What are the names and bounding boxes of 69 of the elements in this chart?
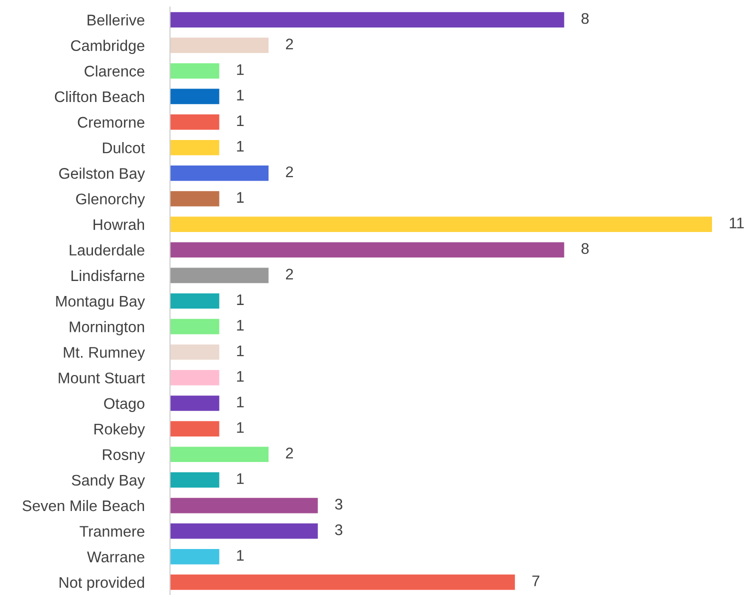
y-tick-label: Lindisfarne xyxy=(72,270,144,282)
bar xyxy=(170,370,220,386)
data-label: 1 xyxy=(237,396,244,408)
bar xyxy=(170,88,220,104)
data-label: 3 xyxy=(335,524,342,536)
y-tick-label: Warrane xyxy=(87,552,144,562)
y-tick-label: Lauderdale xyxy=(70,244,144,256)
data-label: 1 xyxy=(237,115,244,126)
bar xyxy=(170,114,220,130)
y-tick-label: Rosny xyxy=(102,449,145,464)
data-label: 8 xyxy=(582,243,589,254)
y-tick-label: Seven Mile Beach xyxy=(22,500,144,512)
bar xyxy=(170,318,220,334)
data-label: 1 xyxy=(237,90,244,100)
y-tick-label: Howrah xyxy=(94,218,144,230)
bar xyxy=(170,472,220,488)
data-label: 11 xyxy=(730,218,744,228)
bar xyxy=(170,344,220,360)
data-label: 1 xyxy=(237,371,244,382)
data-label: 1 xyxy=(237,346,244,356)
data-label: 1 xyxy=(237,64,244,75)
bar xyxy=(170,548,220,564)
bar xyxy=(170,498,318,514)
bar xyxy=(170,140,220,156)
bar xyxy=(170,242,564,258)
bar xyxy=(170,191,220,206)
y-tick-label: Montagu Bay xyxy=(56,296,145,310)
y-tick-label: Mornington xyxy=(70,321,144,336)
data-label: 7 xyxy=(532,576,540,586)
data-label: 2 xyxy=(286,166,293,178)
data-label: 2 xyxy=(286,268,293,280)
bar xyxy=(170,38,269,54)
y-tick-label: Clifton Beach xyxy=(54,90,144,102)
data-label: 1 xyxy=(237,422,244,433)
y-tick-label: Bellerive xyxy=(88,14,144,26)
data-label: 1 xyxy=(237,550,244,561)
y-tick-label: Not provided xyxy=(60,576,144,591)
bar xyxy=(170,166,269,181)
bar xyxy=(170,63,220,79)
data-label: 2 xyxy=(286,448,293,458)
bar xyxy=(170,396,220,411)
bar xyxy=(170,421,220,436)
bar xyxy=(170,216,712,232)
y-tick-label: Mt. Rumney xyxy=(64,347,145,361)
data-label: 1 xyxy=(237,192,244,203)
bar xyxy=(170,574,515,590)
y-tick-label: Cambridge xyxy=(71,40,144,54)
y-tick-label: Sandy Bay xyxy=(72,474,145,489)
y-tick-label: Cremorne xyxy=(78,116,144,128)
bar xyxy=(170,293,220,309)
y-tick-label: Glenorchy xyxy=(76,193,145,208)
data-label: 1 xyxy=(237,294,244,305)
data-label: 2 xyxy=(286,38,293,50)
y-tick-label: Clarence xyxy=(84,65,144,77)
y-tick-label: Tranmere xyxy=(80,526,144,537)
bar xyxy=(170,523,318,539)
y-tick-label: Mount Stuart xyxy=(58,372,145,384)
bar xyxy=(170,268,269,284)
data-label: 1 xyxy=(237,473,244,484)
bar xyxy=(170,12,564,28)
data-label: 1 xyxy=(237,141,244,152)
y-tick-label: Dulcot xyxy=(102,142,145,154)
data-label: 8 xyxy=(582,13,589,24)
data-label: 1 xyxy=(237,320,244,331)
y-tick-label: Rokeby xyxy=(94,423,145,438)
data-label: 3 xyxy=(335,498,342,510)
y-tick-label: Otago xyxy=(104,398,144,412)
bar xyxy=(170,446,269,462)
y-tick-label: Geilston Bay xyxy=(59,168,145,182)
